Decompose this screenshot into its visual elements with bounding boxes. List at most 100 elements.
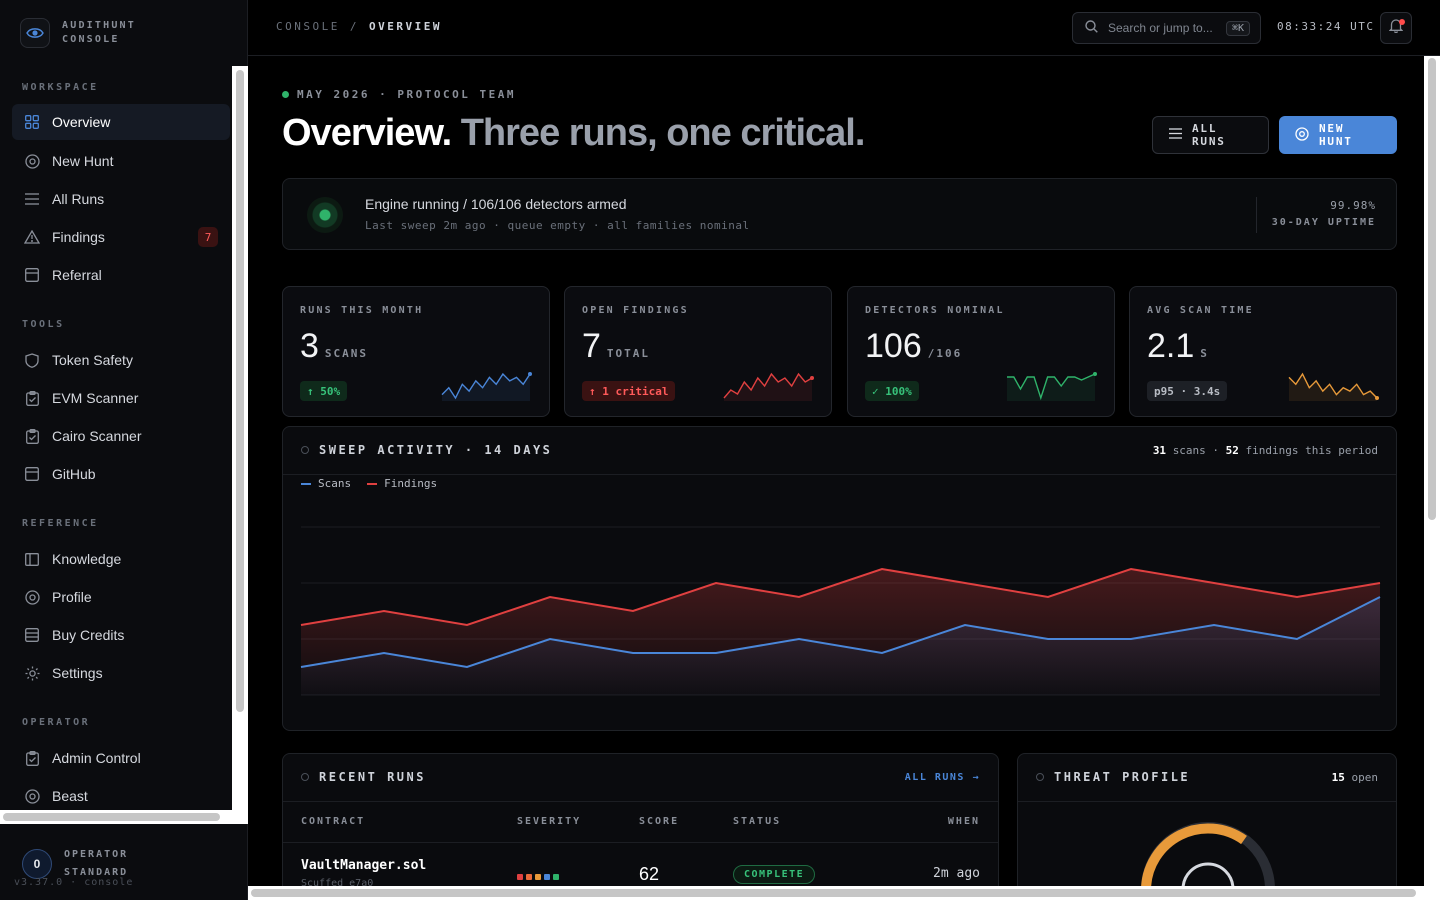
column-header-score[interactable]: SCORE [639,816,680,827]
sidebar-item-label: Referral [52,267,102,283]
page-title-main: Overview. [282,112,452,154]
clipboard-check-icon [24,750,40,766]
sidebar-item-knowledge[interactable]: Knowledge [12,541,230,577]
sidebar-item-token-safety[interactable]: Token Safety [12,342,230,378]
sweep-summary: 31 scans · 52 findings this period [1152,444,1378,457]
version-label: v3.37.0 · console [14,877,134,888]
stat-card-runs[interactable]: RUNS THIS MONTH 3 SCANS ↑ 50% [282,286,550,417]
recent-runs-panel: RECENT RUNS ALL RUNS → CONTRACT SEVERITY… [282,753,999,886]
stat-delta-chip: ↑ 50% [300,381,348,401]
main-scrollbar-thumb[interactable] [1428,58,1436,520]
wallet-icon [24,627,40,643]
main-hscrollbar-thumb[interactable] [251,889,1416,897]
sidebar-item-overview[interactable]: Overview [12,104,230,140]
new-hunt-button[interactable]: NEW HUNT [1279,116,1397,154]
stat-delta-chip: ↑ 1 critical [582,381,676,401]
breadcrumb-root[interactable]: CONSOLE [276,20,340,33]
sidebar-item-github[interactable]: GitHub [12,456,230,492]
open-count: 15 open [1331,771,1378,784]
panel-title: SWEEP ACTIVITY · 14 DAYS [301,443,552,457]
shield-icon [24,352,40,368]
stat-label: RUNS THIS MONTH [300,305,424,316]
operator-profile[interactable]: 0 OPERATOR STANDARD [22,846,128,882]
stat-label: DETECTORS NOMINAL [865,305,1005,316]
sparkline-line [723,372,813,399]
stat-card-scan-time[interactable]: AVG SCAN TIME 2.1 S p95 · 3.4s [1129,286,1397,417]
stat-label: AVG SCAN TIME [1147,305,1254,316]
new-hunt-label: NEW HUNT [1319,122,1353,148]
donut-inner [1181,862,1235,886]
sparkline-endpoint [1375,396,1379,400]
stat-value: 106/106 [865,327,963,365]
severity-dot [544,874,550,880]
list-icon [24,191,40,207]
sparkline-area [1007,374,1095,401]
sidebar-item-profile[interactable]: Profile [12,579,230,615]
column-header-when[interactable]: WHEN [947,816,980,827]
sidebar-item-new-hunt[interactable]: New Hunt [12,143,230,179]
sidebar-item-settings[interactable]: Settings [12,655,230,691]
sidebar-item-admin-control[interactable]: Admin Control [12,740,230,776]
all-runs-button[interactable]: ALL RUNS [1152,116,1269,154]
contract-name: VaultManager.sol [301,858,427,873]
operator-plan: STANDARD [64,867,129,878]
sidebar-item-label: Findings [52,229,105,245]
sidebar-item-label: All Runs [52,191,105,207]
status-badge: COMPLETE [733,864,816,884]
severity-dot [553,874,559,880]
divider [283,801,998,802]
engine-status-detail: Last sweep 2m ago · queue empty · all fa… [365,219,750,232]
divider [1256,197,1257,233]
column-header-contract[interactable]: CONTRACT [301,816,366,827]
view-all-runs-link[interactable]: ALL RUNS → [904,772,980,783]
sidebar-item-evm-scanner[interactable]: EVM Scanner [12,380,230,416]
column-header-status[interactable]: STATUS [733,816,782,827]
sidebar-item-label: GitHub [52,466,96,482]
page-title-summary: Three runs, one critical. [460,112,866,154]
status-dot [282,91,289,98]
eye-icon [20,18,50,48]
stat-label: OPEN FINDINGS [582,305,689,316]
sparkline-runs [441,372,532,401]
sparkline-area [442,374,530,401]
sidebar-nav: WORKSPACE Overview New Hunt All Runs Fin… [0,66,232,810]
sidebar-hscrollbar-thumb[interactable] [3,813,220,821]
brand-name: AUDITHUNT CONSOLE [62,20,136,45]
severity-dot [535,874,541,880]
search-shortcut: ⌘K [1225,20,1250,36]
card-icon [24,267,40,283]
sidebar-item-beast[interactable]: Beast [12,778,230,810]
sidebar-item-buy-credits[interactable]: Buy Credits [12,617,230,653]
card-icon [24,466,40,482]
sidebar-item-findings[interactable]: Findings 7 [12,219,230,255]
column-header-severity[interactable]: SEVERITY [517,816,582,827]
severity-indicator [517,874,559,880]
sparkline-line [1288,372,1378,399]
avatar: 0 [22,849,52,879]
sidebar-scrollbar-thumb[interactable] [236,70,244,712]
page-title: Overview. Three runs, one critical. [282,112,866,155]
sidebar-item-all-runs[interactable]: All Runs [12,181,230,217]
eyebrow-text: MAY 2026 · PROTOCOL TEAM [297,88,516,101]
chart-legend: Scans Findings [301,477,437,490]
all-runs-label: ALL RUNS [1192,122,1226,148]
ring-icon [301,773,309,781]
sidebar-item-cairo-scanner[interactable]: Cairo Scanner [12,418,230,454]
breadcrumb-separator: / [349,20,359,33]
search-input[interactable]: Search or jump to... ⌘K [1072,12,1261,44]
legend-scans: Scans [301,477,351,490]
operator-role: OPERATOR [64,849,129,860]
notifications-button[interactable] [1380,12,1412,44]
stat-card-findings[interactable]: OPEN FINDINGS 7 TOTAL ↑ 1 critical [564,286,832,417]
sidebar-item-referral[interactable]: Referral [12,257,230,293]
grid-icon [24,114,40,130]
sparkline-area [724,374,812,401]
sidebar-item-label: Knowledge [52,551,122,567]
sparkline-endpoint [528,372,532,376]
search-placeholder: Search or jump to... [1108,21,1213,35]
stat-card-detectors[interactable]: DETECTORS NOMINAL 106/106 ✓ 100% [847,286,1115,417]
nav-section-tools: TOOLS [22,319,65,330]
sidebar-item-label: New Hunt [52,153,114,169]
breadcrumb: CONSOLE / OVERVIEW [276,20,442,33]
brand[interactable]: AUDITHUNT CONSOLE [20,18,136,48]
